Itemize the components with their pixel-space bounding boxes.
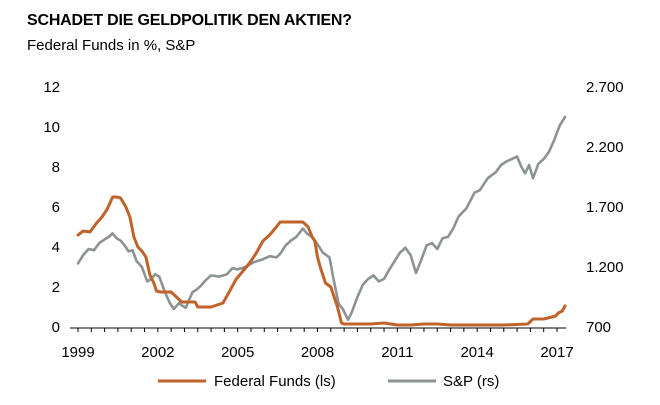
series-line-sp [76,115,567,322]
x-tick-label: 1999 [61,344,94,361]
y-right-tick-label: 2.200 [586,139,624,156]
legend-item-federal-funds: Federal Funds (ls) [158,373,336,390]
x-tick-label: 2005 [221,344,254,361]
chart-title: SCHADET DIE GELDPOLITIK DEN AKTIEN? [27,12,352,29]
y-left-tick-label: 0 [52,319,60,336]
y-right-tick-label: 2.700 [586,79,624,96]
axes: 1999 2002 2005 2008 2011 2014 2017 0 2 4 6 8 10 12 700… [43,79,623,361]
legend-item-sp: S&P (rs) [388,373,499,390]
chart-subtitle: Federal Funds in %, S&P [27,37,196,54]
y-left-tick-label: 6 [52,199,60,216]
y-left-tick-label: 4 [52,239,60,256]
plot-area [76,115,567,327]
y-right-tick-label: 700 [586,319,611,336]
legend-label: Federal Funds (ls) [214,373,336,390]
legend: Federal Funds (ls) S&P (rs) [158,373,499,390]
y-right-tick-label: 1.200 [586,259,624,276]
y-left-tick-label: 2 [52,279,60,296]
x-tick-label: 2014 [460,344,493,361]
y-left-tick-label: 12 [43,79,60,96]
x-tick-label: 2002 [141,344,174,361]
x-tick-label: 2008 [301,344,334,361]
y-left-tick-label: 8 [52,159,60,176]
legend-label: S&P (rs) [443,373,499,390]
x-tick-label: 2017 [540,344,573,361]
x-tick-label: 2011 [381,344,413,361]
y-left-tick-label: 10 [43,119,60,136]
series-line-federal-funds [76,195,567,327]
y-right-tick-label: 1.700 [586,199,624,216]
